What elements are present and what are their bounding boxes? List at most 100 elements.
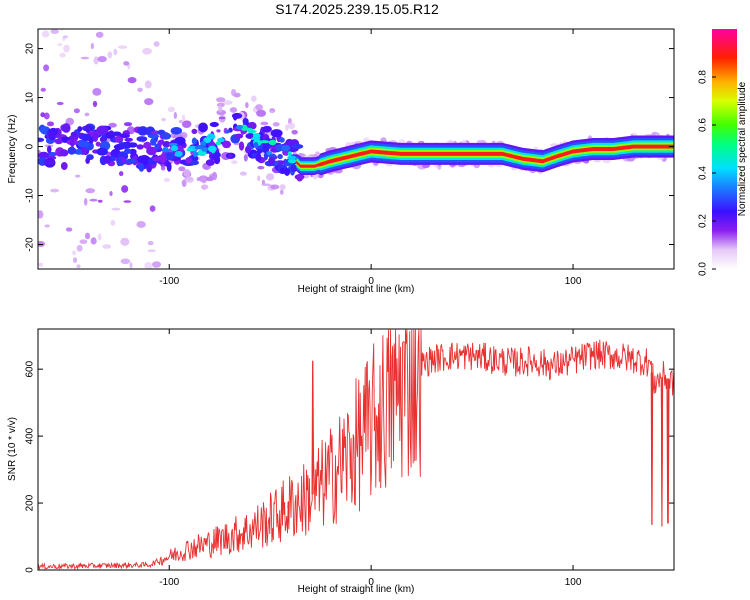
spectrogram-noise-blob <box>270 184 280 190</box>
spectrogram-ridge-blob <box>70 131 77 137</box>
spectrogram-ytick-label: 20 <box>25 43 36 55</box>
spectrogram-ridge-blob <box>262 125 272 133</box>
spectrogram-noise-blob <box>147 240 154 246</box>
spectrogram-ridge-blob <box>77 139 90 148</box>
spectrogram-noise-blob <box>107 51 113 59</box>
spectrogram-noise-blob <box>303 173 310 179</box>
spectrogram-ridge-patch <box>287 158 297 164</box>
spectrogram-ridge-patch <box>281 144 291 152</box>
spectrogram-ridge-blob <box>136 155 148 164</box>
colorbar-tick-label: 0.6 <box>698 118 709 132</box>
spectrogram-heatmap <box>38 29 674 269</box>
snr-ytick-label: 400 <box>25 427 36 444</box>
figure-title: S174.2025.239.15.05.R12 <box>275 1 439 17</box>
spectrogram-ridge-patch <box>170 145 179 152</box>
spectrogram-noise-blob <box>57 43 63 46</box>
spectrogram-ridge-patch <box>215 141 222 146</box>
spectrogram-noise-blob <box>250 95 257 102</box>
spectrogram-noise-blob <box>152 261 162 268</box>
colorbar-gradient <box>712 29 737 269</box>
spectrogram-noise-blob <box>110 219 116 226</box>
spectrogram-ridge-patch <box>217 137 225 143</box>
spectrogram-noise-blob <box>285 124 289 132</box>
spectrogram-ridge-blob <box>118 133 131 139</box>
spectrogram-ridge-blob <box>191 128 198 135</box>
spectrogram-noise-blob <box>279 189 284 195</box>
spectrogram-noise-blob <box>422 164 427 169</box>
spectrogram-ridge-blob <box>284 168 291 176</box>
spectrogram-noise-blob <box>63 44 70 53</box>
spectrogram-ridge-blob <box>146 163 153 173</box>
spectrogram-noise-blob <box>144 80 152 89</box>
colorbar-tick-label: 0.0 <box>698 262 709 276</box>
spectrogram-ridge-blob <box>136 144 144 150</box>
spectrogram-ridge-blob <box>213 155 221 165</box>
spectrogram-noise-blob <box>65 227 73 232</box>
spectrogram-noise-blob <box>79 239 88 245</box>
spectrogram-ridge-blob <box>279 137 285 143</box>
spectrogram-ridge-blob <box>59 149 69 157</box>
spectrogram-noise-blob <box>108 122 117 128</box>
spectrogram-ytick-label: -10 <box>25 188 36 203</box>
spectrogram-noise-blob <box>147 249 156 253</box>
spectrogram-noise-blob <box>260 121 269 126</box>
spectrogram-ridge-blob <box>256 148 263 154</box>
spectrogram-ridge-blob <box>124 137 133 142</box>
spectrogram-noise-blob <box>109 191 113 197</box>
spectrogram-noise-blob <box>255 104 263 111</box>
spectrogram-ridge-blob <box>99 136 106 143</box>
spectrogram-noise-blob <box>118 171 124 177</box>
spectrogram-noise-blob <box>73 108 80 114</box>
spectrogram-noise-blob <box>102 244 112 249</box>
spectrogram-ridge-blob <box>174 136 186 145</box>
snr-xtick-label: 100 <box>565 577 582 588</box>
spectrogram-noise-blob <box>181 114 186 123</box>
spectrogram-noise-blob <box>261 183 271 187</box>
spectrogram-ridge-blob <box>136 136 148 142</box>
spectrogram-noise-blob <box>149 205 156 212</box>
spectrogram-xtick-label: -100 <box>159 276 179 287</box>
spectrogram-ridge-blob <box>279 167 286 174</box>
spectrogram-ridge-patch <box>225 129 230 134</box>
spectrogram-ridge-blob <box>262 143 270 154</box>
spectrogram-ridge-patch <box>236 124 243 130</box>
spectrogram-noise-blob <box>38 210 44 219</box>
spectrogram-ridge-blob <box>146 146 157 156</box>
spectrogram-ridge-blob <box>166 161 172 172</box>
colorbar-tick-label: 0.2 <box>698 214 709 228</box>
spectrogram-noise-blob <box>216 97 226 103</box>
spectrogram-ridge-blob <box>81 146 86 155</box>
spectrogram-noise-blob <box>257 175 261 182</box>
spectrogram-noise-blob <box>173 111 177 120</box>
spectrogram-noise-blob <box>44 224 50 228</box>
spectrogram-ytick-label: 0 <box>25 143 36 149</box>
spectrogram-noise-blob <box>43 64 50 72</box>
spectrogram-ridge-patch <box>168 142 178 146</box>
spectrogram-noise-blob <box>230 88 237 97</box>
spectrogram-ridge-patch <box>211 147 216 154</box>
spectrogram-ridge-blob <box>158 139 165 145</box>
colorbar-label: Normalized spectral amplitude <box>737 81 748 216</box>
spectrogram-noise-blob <box>74 174 81 178</box>
spectrogram-noise-blob <box>272 122 280 127</box>
spectrogram-ridge-blob <box>38 137 45 142</box>
spectrogram-noise-blob <box>593 159 602 163</box>
spectrogram-noise-blob <box>144 98 154 106</box>
spectrogram-noise-blob <box>216 129 221 133</box>
spectrogram-noise-blob <box>90 237 97 245</box>
spectrogram-noise-blob <box>41 30 50 38</box>
spectrogram-noise-blob <box>178 119 183 124</box>
spectrogram-noise-blob <box>83 197 88 206</box>
spectrogram-ridge-blob <box>48 130 56 141</box>
spectrogram-noise-blob <box>72 250 76 256</box>
spectrogram-noise-blob <box>218 104 223 113</box>
snr-ticks: -100 0 100 0 200 400 600 <box>25 329 674 588</box>
spectrogram-ridge-band-4 <box>296 144 674 168</box>
colorbar: 0.0 0.2 0.4 0.6 0.8 Normalized spectral ampl… <box>698 29 748 276</box>
spectrogram-noise-blob <box>178 166 186 172</box>
spectrogram-noise-blob <box>97 199 103 203</box>
spectrogram-noise-blob <box>123 122 133 127</box>
spectrogram-noise-blob <box>257 165 265 170</box>
spectrogram-ridge-blob <box>38 151 50 160</box>
spectrogram-noise-blob <box>269 110 275 114</box>
